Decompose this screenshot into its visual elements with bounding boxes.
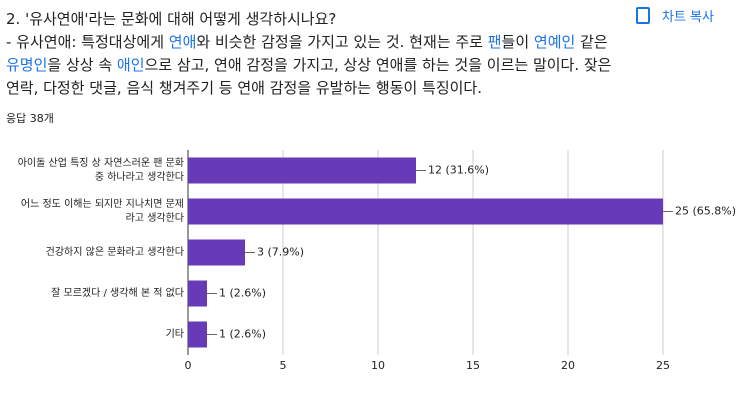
bar xyxy=(188,280,207,307)
description-text: 을 상상 속 xyxy=(47,56,117,74)
response-count: 응답 38개 xyxy=(6,112,54,125)
bar xyxy=(188,157,416,184)
copy-chart-button[interactable]: 차트 복사 xyxy=(636,6,714,25)
category-label: 어느 정도 이해는 되지만 지나치면 문제라고 생각한다 xyxy=(20,198,184,224)
description-text: 으로 삼고, 연애 감정을 가지고, 상상 연애를 하는 것을 이르는 말이다.… xyxy=(6,56,612,97)
x-tick-label: 10 xyxy=(371,359,385,372)
x-tick-label: 25 xyxy=(656,359,670,372)
category-label: 기타 xyxy=(165,328,184,340)
description-link[interactable]: 애인 xyxy=(116,56,145,74)
description-link[interactable]: 팬 xyxy=(487,33,502,51)
description-text: 와 비슷한 감정을 가지고 있는 것. 현재는 주로 xyxy=(196,33,488,51)
copy-label: 차트 복사 xyxy=(662,10,714,25)
value-label: 25 (65.8%) xyxy=(675,205,736,218)
value-label: 3 (7.9%) xyxy=(257,246,304,259)
description-link[interactable]: 연예인 xyxy=(533,33,576,51)
description-text: 들이 xyxy=(501,33,534,51)
bar xyxy=(188,239,245,266)
category-label: 건강하지 않은 문화라고 생각한다 xyxy=(45,246,184,258)
category-label: 잘 모르겠다 / 생각해 본 적 없다 xyxy=(51,287,184,299)
value-label: 12 (31.6%) xyxy=(428,164,489,177)
copy-icon xyxy=(636,6,650,24)
value-label: 1 (2.6%) xyxy=(219,328,266,341)
value-label: 1 (2.6%) xyxy=(219,287,266,300)
bar xyxy=(188,321,207,348)
description-text: - 유사연애: 특정대상에게 xyxy=(6,33,169,51)
category-label: 아이돌 산업 특징 상 자연스러운 팬 문화 중 하나라고 생각한다 xyxy=(17,157,184,183)
question-description: - 유사연애: 특정대상에게 연애와 비슷한 감정을 가지고 있는 것. 현재는… xyxy=(6,31,616,100)
x-tick-label: 0 xyxy=(185,359,192,372)
description-link[interactable]: 연애 xyxy=(168,33,197,51)
x-tick-label: 15 xyxy=(466,359,480,372)
description-link[interactable]: 유명인 xyxy=(6,56,48,74)
description-text: 같은 xyxy=(575,33,608,51)
x-tick-label: 5 xyxy=(280,359,287,372)
x-tick-label: 20 xyxy=(561,359,575,372)
question-title: 2. '유사연애'라는 문화에 대해 어떻게 생각하시나요? xyxy=(6,10,337,28)
bar xyxy=(188,198,663,225)
